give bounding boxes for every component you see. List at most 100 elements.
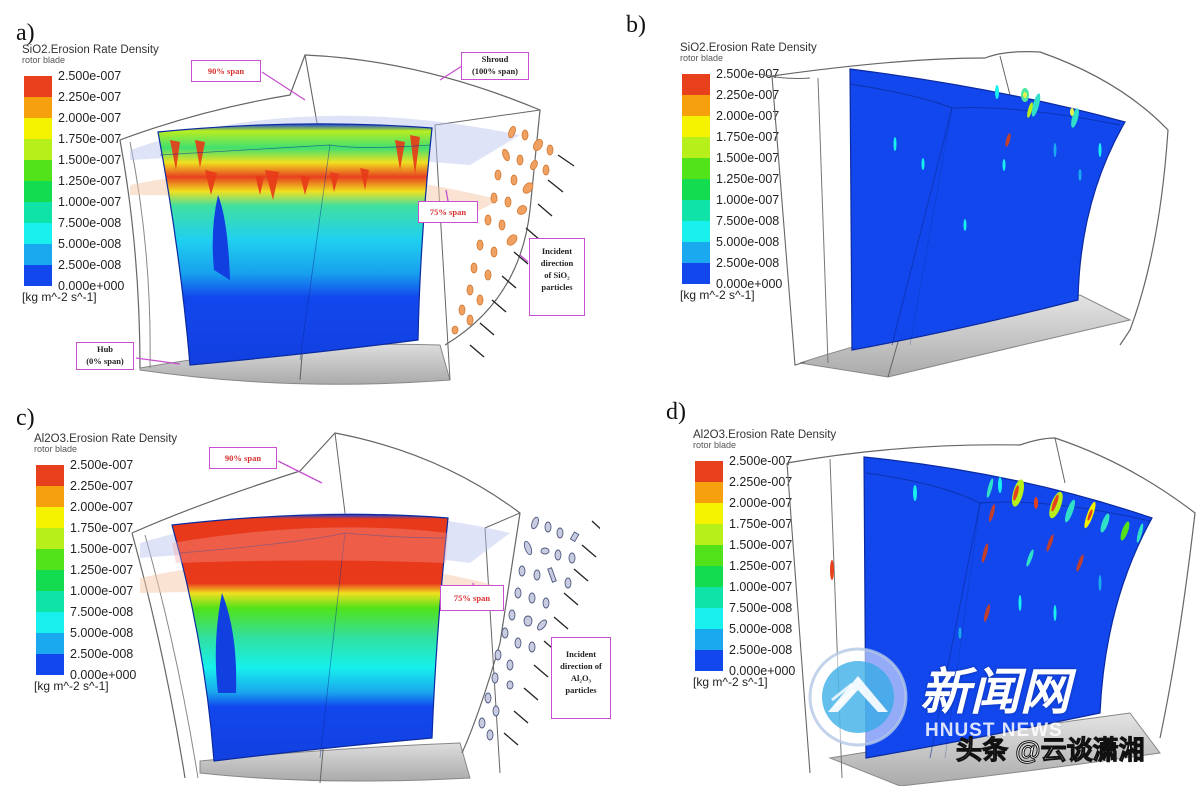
colorbar-bin xyxy=(24,76,52,97)
tick: 1.750e-007 xyxy=(70,521,134,535)
tick: 2.500e-008 xyxy=(729,643,793,657)
callout-line: Incident xyxy=(541,246,573,256)
blade-rendering-a xyxy=(119,54,575,385)
callout-line: Al₂O₃ xyxy=(570,673,592,683)
callout-shroud: Shroud (100% span) xyxy=(461,52,529,80)
tick: 1.250e-007 xyxy=(716,172,780,186)
legend-subtitle: rotor blade xyxy=(22,55,66,65)
colorbar-bin xyxy=(682,221,710,242)
colorbar-bin xyxy=(682,179,710,200)
colorbar-bin xyxy=(695,587,723,608)
colorbar-bin xyxy=(24,223,52,244)
callout-line: (0% span) xyxy=(86,356,124,366)
colorbar-bin xyxy=(695,629,723,650)
colorbar-bin xyxy=(36,612,64,633)
tick: 1.000e-007 xyxy=(58,195,122,209)
colorbar xyxy=(682,74,710,284)
colorbar-bin xyxy=(36,549,64,570)
callout-line: particles xyxy=(541,282,573,292)
colorbar-bin xyxy=(695,608,723,629)
legend-title: Al2O3.Erosion Rate Density xyxy=(34,433,178,445)
panel-b: b) SiO2.Erosion Rate Density rotor blade… xyxy=(600,0,1200,393)
tick: 7.500e-008 xyxy=(58,216,122,230)
tick: 1.500e-007 xyxy=(58,153,122,167)
tick: 5.000e-008 xyxy=(58,237,122,251)
tick: 0.000e+000 xyxy=(58,279,125,293)
tick: 1.000e-007 xyxy=(729,580,793,594)
tick: 1.000e-007 xyxy=(716,193,780,207)
tick: 1.750e-007 xyxy=(58,132,122,146)
callout-line: (100% span) xyxy=(471,66,519,76)
colorbar-legend-b: SiO2.Erosion Rate Density rotor blade 2.… xyxy=(680,42,817,302)
colorbar-bin xyxy=(24,97,52,118)
colorbar-bin xyxy=(695,566,723,587)
tick: 5.000e-008 xyxy=(729,622,793,636)
colorbar-bin xyxy=(682,116,710,137)
tick: 2.250e-007 xyxy=(716,88,780,102)
tick: 2.500e-007 xyxy=(58,69,122,83)
colorbar-bin xyxy=(24,139,52,160)
colorbar-bin xyxy=(695,524,723,545)
colorbar-bin xyxy=(695,650,723,671)
colorbar-bin xyxy=(36,486,64,507)
colorbar-bin xyxy=(36,633,64,654)
callout-line: Shroud xyxy=(481,54,509,64)
callout-line: of SiO₂ xyxy=(544,270,570,280)
tick: 0.000e+000 xyxy=(70,668,137,682)
panel-label-b: b) xyxy=(626,12,646,38)
tick: 2.250e-007 xyxy=(58,90,122,104)
colorbar-ticks: 2.500e-007 2.250e-007 2.000e-007 1.750e-… xyxy=(58,68,124,299)
legend-title: Al2O3.Erosion Rate Density xyxy=(693,429,837,441)
tick: 5.000e-008 xyxy=(716,235,780,249)
tick: 0.000e+000 xyxy=(729,664,796,678)
colorbar xyxy=(36,465,64,675)
tick: 2.000e-007 xyxy=(70,500,134,514)
colorbar-bin xyxy=(682,263,710,284)
colorbar-bin xyxy=(682,74,710,95)
callout-75-span: 75% span xyxy=(418,201,478,223)
colorbar-bin xyxy=(24,202,52,223)
callout-90-span: 90% span xyxy=(191,60,261,82)
colorbar-bin xyxy=(695,545,723,566)
colorbar-bin xyxy=(36,507,64,528)
tick: 5.000e-008 xyxy=(70,626,134,640)
colorbar-bin xyxy=(36,465,64,486)
tick: 1.250e-007 xyxy=(729,559,793,573)
colorbar-bin xyxy=(24,244,52,265)
callout-line: Incident xyxy=(565,649,597,659)
tick: 7.500e-008 xyxy=(70,605,134,619)
tick: 0.000e+000 xyxy=(716,277,783,291)
colorbar-legend-a: SiO2.Erosion Rate Density rotor blade 2.… xyxy=(22,44,159,304)
panel-a: a) SiO2.Erosion Rate Density rotor blade… xyxy=(0,0,600,393)
colorbar-units: [kg m^-2 s^-1] xyxy=(680,288,755,302)
tick: 1.750e-007 xyxy=(729,517,793,531)
colorbar-bin xyxy=(24,265,52,286)
colorbar-bin xyxy=(682,158,710,179)
colorbar-legend-c: Al2O3.Erosion Rate Density rotor blade 2… xyxy=(34,433,178,693)
callout-90-span: 90% span xyxy=(209,447,277,469)
colorbar-bin xyxy=(695,503,723,524)
tick: 1.250e-007 xyxy=(70,563,134,577)
colorbar-bin xyxy=(36,654,64,675)
colorbar xyxy=(24,76,52,286)
tick: 2.500e-007 xyxy=(716,67,780,81)
colorbar-bin xyxy=(36,570,64,591)
tick: 1.750e-007 xyxy=(716,130,780,144)
colorbar-bin xyxy=(36,528,64,549)
tick: 7.500e-008 xyxy=(716,214,780,228)
tick: 2.000e-007 xyxy=(716,109,780,123)
callout-line: Hub xyxy=(96,344,114,354)
colorbar-units: [kg m^-2 s^-1] xyxy=(693,675,768,689)
colorbar-bin xyxy=(695,461,723,482)
callout-incident-sio2: Incident direction of SiO₂ particles xyxy=(529,238,585,316)
panel-c: c) Al2O3.Erosion Rate Density rotor blad… xyxy=(0,393,611,786)
legend-subtitle: rotor blade xyxy=(34,444,78,454)
panel-label-d: d) xyxy=(666,399,686,425)
tick: 2.000e-007 xyxy=(58,111,122,125)
tick: 2.500e-008 xyxy=(716,256,780,270)
colorbar-bin xyxy=(695,482,723,503)
colorbar-units: [kg m^-2 s^-1] xyxy=(22,290,97,304)
legend-subtitle: rotor blade xyxy=(680,53,724,63)
tick: 1.000e-007 xyxy=(70,584,134,598)
colorbar-bin xyxy=(36,591,64,612)
